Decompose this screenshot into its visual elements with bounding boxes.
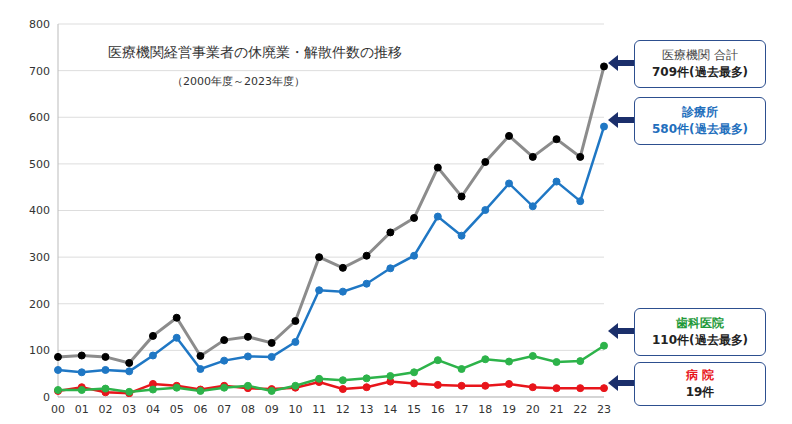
svg-text:00: 00 <box>51 403 65 416</box>
html-text:診療所: 診療所 <box>682 105 718 119</box>
svg-text:01: 01 <box>75 403 89 416</box>
svg-text:22: 22 <box>573 403 587 416</box>
html-text:医療機関経営事業者の休廃業・解散件数の推移: 医療機関経営事業者の休廃業・解散件数の推移 <box>108 44 402 60</box>
svg-text:23: 23 <box>597 403 611 416</box>
html-text:110件(過去最多): 110件(過去最多) <box>652 333 748 347</box>
svg-text:600: 600 <box>29 111 50 124</box>
svg-text:02: 02 <box>98 403 112 416</box>
svg-text:05: 05 <box>170 403 184 416</box>
html-text:医療機関 合計: 医療機関 合計 <box>662 48 738 62</box>
svg-text:200: 200 <box>29 298 50 311</box>
svg-text:03: 03 <box>122 403 136 416</box>
svg-text:13: 13 <box>360 403 374 416</box>
svg-text:800: 800 <box>29 18 50 31</box>
svg-text:11: 11 <box>312 403 326 416</box>
svg-text:18: 18 <box>478 403 492 416</box>
svg-text:300: 300 <box>29 251 50 264</box>
svg-text:16: 16 <box>431 403 445 416</box>
svg-text:07: 07 <box>217 403 231 416</box>
svg-text:14: 14 <box>383 403 397 416</box>
svg-text:400: 400 <box>29 204 50 217</box>
svg-text:08: 08 <box>241 403 255 416</box>
svg-text:0: 0 <box>43 391 50 404</box>
html-text:580件(過去最多): 580件(過去最多) <box>652 122 748 136</box>
svg-text:10: 10 <box>288 403 302 416</box>
svg-text:19: 19 <box>502 403 516 416</box>
svg-text:06: 06 <box>193 403 207 416</box>
svg-text:500: 500 <box>29 158 50 171</box>
svg-text:700: 700 <box>29 65 50 78</box>
svg-text:20: 20 <box>526 403 540 416</box>
svg-text:09: 09 <box>265 403 279 416</box>
svg-text:04: 04 <box>146 403 160 416</box>
html-text:（2000年度～2023年度）: （2000年度～2023年度） <box>172 75 305 88</box>
html-text:病 院: 病 院 <box>685 368 715 382</box>
svg-text:12: 12 <box>336 403 350 416</box>
svg-text:15: 15 <box>407 403 421 416</box>
svg-text:100: 100 <box>29 344 50 357</box>
svg-text:17: 17 <box>455 403 469 416</box>
svg-text:21: 21 <box>550 403 564 416</box>
html-text:709件(過去最多): 709件(過去最多) <box>652 65 748 79</box>
html-text:19件: 19件 <box>685 385 715 399</box>
html-text:歯科医院: 歯科医院 <box>676 316 724 330</box>
